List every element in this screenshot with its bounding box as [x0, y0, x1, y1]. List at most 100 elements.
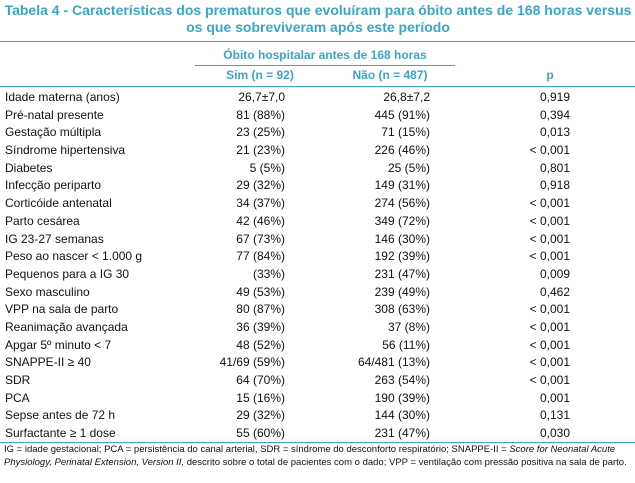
cell-p: 0,030: [539, 426, 570, 441]
cell-sim: 5 (5%): [249, 160, 285, 175]
table-row: Parto cesárea 42 (46%) 349 (72%) < 0,001: [0, 212, 635, 230]
cell-sim: 77 (84%): [236, 249, 285, 264]
table-row: Gestação múltipla 23 (25%) 71 (15%) 0,013: [0, 123, 635, 141]
cell-sim: (33%): [252, 266, 285, 281]
row-label: Parto cesárea: [5, 213, 80, 228]
cell-nao: 71 (15%): [381, 125, 430, 140]
cell-sim: 23 (25%): [236, 125, 285, 140]
cell-nao: 56 (11%): [382, 337, 430, 352]
cell-p: 0,918: [539, 178, 570, 193]
cell-nao: 149 (31%): [374, 178, 430, 193]
table-row: Corticóide antenatal 34 (37%) 274 (56%) < 0…: [0, 194, 635, 212]
footnote-text-2: descrito sobre o total de pacientes com …: [184, 456, 627, 468]
table-row: Sepse antes de 72 h 29 (32%) 144 (30%) 0,13…: [0, 406, 635, 424]
cell-p: 0,394: [539, 107, 570, 122]
cell-sim: 41/69 (59%): [219, 355, 285, 370]
cell-p: 0,001: [539, 390, 570, 405]
header-rule: [0, 86, 635, 87]
cell-sim: 55 (60%): [236, 426, 285, 441]
row-label: Surfactante ≥ 1 dose: [5, 426, 116, 441]
cell-sim: 64 (70%): [236, 373, 285, 387]
cell-p: < 0,001: [529, 373, 570, 387]
cell-sim: 42 (46%): [236, 213, 285, 228]
cell-p: 0,462: [539, 284, 570, 299]
row-label: SNAPPE-II ≥ 40: [5, 355, 91, 370]
cell-sim: 49 (53%): [236, 284, 285, 299]
footnote-italic: Score for Neonatal Acute Physiology, Per…: [4, 444, 616, 468]
row-label: Pequenos para a IG 30: [5, 266, 130, 281]
row-label: Pré-natal presente: [5, 107, 104, 122]
table-row: IG 23-27 semanas 67 (73%) 146 (30%) < 0,001: [0, 230, 635, 248]
cell-sim: 15 (16%): [236, 390, 285, 405]
group-header: Óbito hospitalar antes de 168 horas: [223, 48, 427, 62]
row-label: Apgar 5º minuto < 7: [5, 337, 112, 352]
cell-sim: 26,7±7,0: [238, 90, 285, 104]
cell-sim: 67 (73%): [236, 231, 285, 246]
cell-p: < 0,001: [529, 302, 570, 317]
cell-nao: 144 (30%): [374, 408, 430, 423]
table-row: Infecção periparto 29 (32%) 149 (31%) 0,918: [0, 176, 635, 194]
cell-p: < 0,001: [529, 337, 570, 352]
cell-p: < 0,001: [529, 355, 570, 370]
cell-p: 0,131: [539, 408, 570, 423]
cell-nao: 231 (47%): [374, 266, 430, 281]
row-label: SDR: [5, 373, 31, 387]
cell-nao: 64/481 (13%): [357, 355, 430, 370]
row-label: Sepse antes de 72 h: [5, 408, 116, 423]
cell-p: < 0,001: [529, 196, 570, 211]
cell-p: 0,919: [539, 90, 570, 104]
table-row: Síndrome hipertensiva 21 (23%) 226 (46%) < …: [0, 141, 635, 159]
cell-nao: 349 (72%): [374, 213, 430, 228]
cell-sim: 48 (52%): [236, 337, 285, 352]
row-label: Reanimação avançada: [5, 319, 128, 334]
cell-p: < 0,001: [529, 319, 570, 334]
table-row: SDR 64 (70%) 263 (54%) < 0,001: [0, 371, 635, 389]
table-row: SNAPPE-II ≥ 40 41/69 (59%) 64/481 (13%) < 0…: [0, 353, 635, 371]
cell-nao: 192 (39%): [374, 249, 430, 264]
group-header-rule: [195, 65, 455, 66]
cell-nao: 308 (63%): [374, 302, 430, 317]
cell-sim: 80 (87%): [236, 302, 285, 317]
cell-sim: 81 (88%): [236, 107, 285, 122]
cell-sim: 21 (23%): [236, 143, 285, 158]
footnote-text-1: IG = idade gestacional; PCA = persistênc…: [4, 444, 510, 455]
cell-nao: 37 (8%): [387, 319, 430, 334]
column-header-nao: Não (n = 487): [352, 68, 428, 82]
cell-sim: 29 (32%): [236, 408, 285, 423]
cell-nao: 445 (91%): [374, 107, 430, 122]
cell-p: 0,013: [539, 125, 570, 140]
column-header-p: p: [546, 68, 554, 82]
row-label: Síndrome hipertensiva: [5, 143, 126, 158]
cell-nao: 226 (46%): [374, 143, 430, 158]
cell-nao: 26,8±7,2: [383, 90, 430, 104]
cell-nao: 190 (39%): [374, 390, 430, 405]
table-row: Surfactante ≥ 1 dose 55 (60%) 231 (47%) 0,0…: [0, 424, 635, 442]
cell-sim: 29 (32%): [236, 178, 285, 193]
table-row: PCA 15 (16%) 190 (39%) 0,001: [0, 389, 635, 407]
row-label: Idade materna (anos): [5, 90, 120, 104]
table-row: Apgar 5º minuto < 7 48 (52%) 56 (11%) < 0,0…: [0, 336, 635, 354]
row-label: VPP na sala de parto: [5, 302, 119, 317]
row-label: Corticóide antenatal: [5, 196, 112, 211]
cell-nao: 274 (56%): [374, 196, 430, 211]
row-label: Infecção periparto: [5, 178, 102, 193]
cell-p: < 0,001: [529, 249, 570, 264]
cell-sim: 34 (37%): [236, 196, 285, 211]
cell-p: < 0,001: [529, 231, 570, 246]
row-label: Diabetes: [5, 160, 53, 175]
table-row: Reanimação avançada 36 (39%) 37 (8%) < 0,00…: [0, 318, 635, 336]
row-label: Gestação múltipla: [5, 125, 102, 140]
table-row: Pequenos para a IG 30 (33%) 231 (47%) 0,009: [0, 265, 635, 283]
cell-nao: 239 (49%): [374, 284, 430, 299]
row-label: PCA: [5, 390, 30, 405]
row-label: IG 23-27 semanas: [5, 231, 104, 246]
cell-p: < 0,001: [529, 213, 570, 228]
table-row: Diabetes 5 (5%) 25 (5%) 0,801: [0, 159, 635, 177]
column-header-sim: Sim (n = 92): [226, 68, 294, 82]
cell-nao: 25 (5%): [387, 160, 430, 175]
table-row: Sexo masculino 49 (53%) 239 (49%) 0,462: [0, 283, 635, 301]
table-title: Tabela 4 - Características dos prematuro…: [4, 2, 632, 35]
cell-p: 0,009: [539, 266, 570, 281]
row-label: Peso ao nascer < 1.000 g: [5, 249, 143, 264]
